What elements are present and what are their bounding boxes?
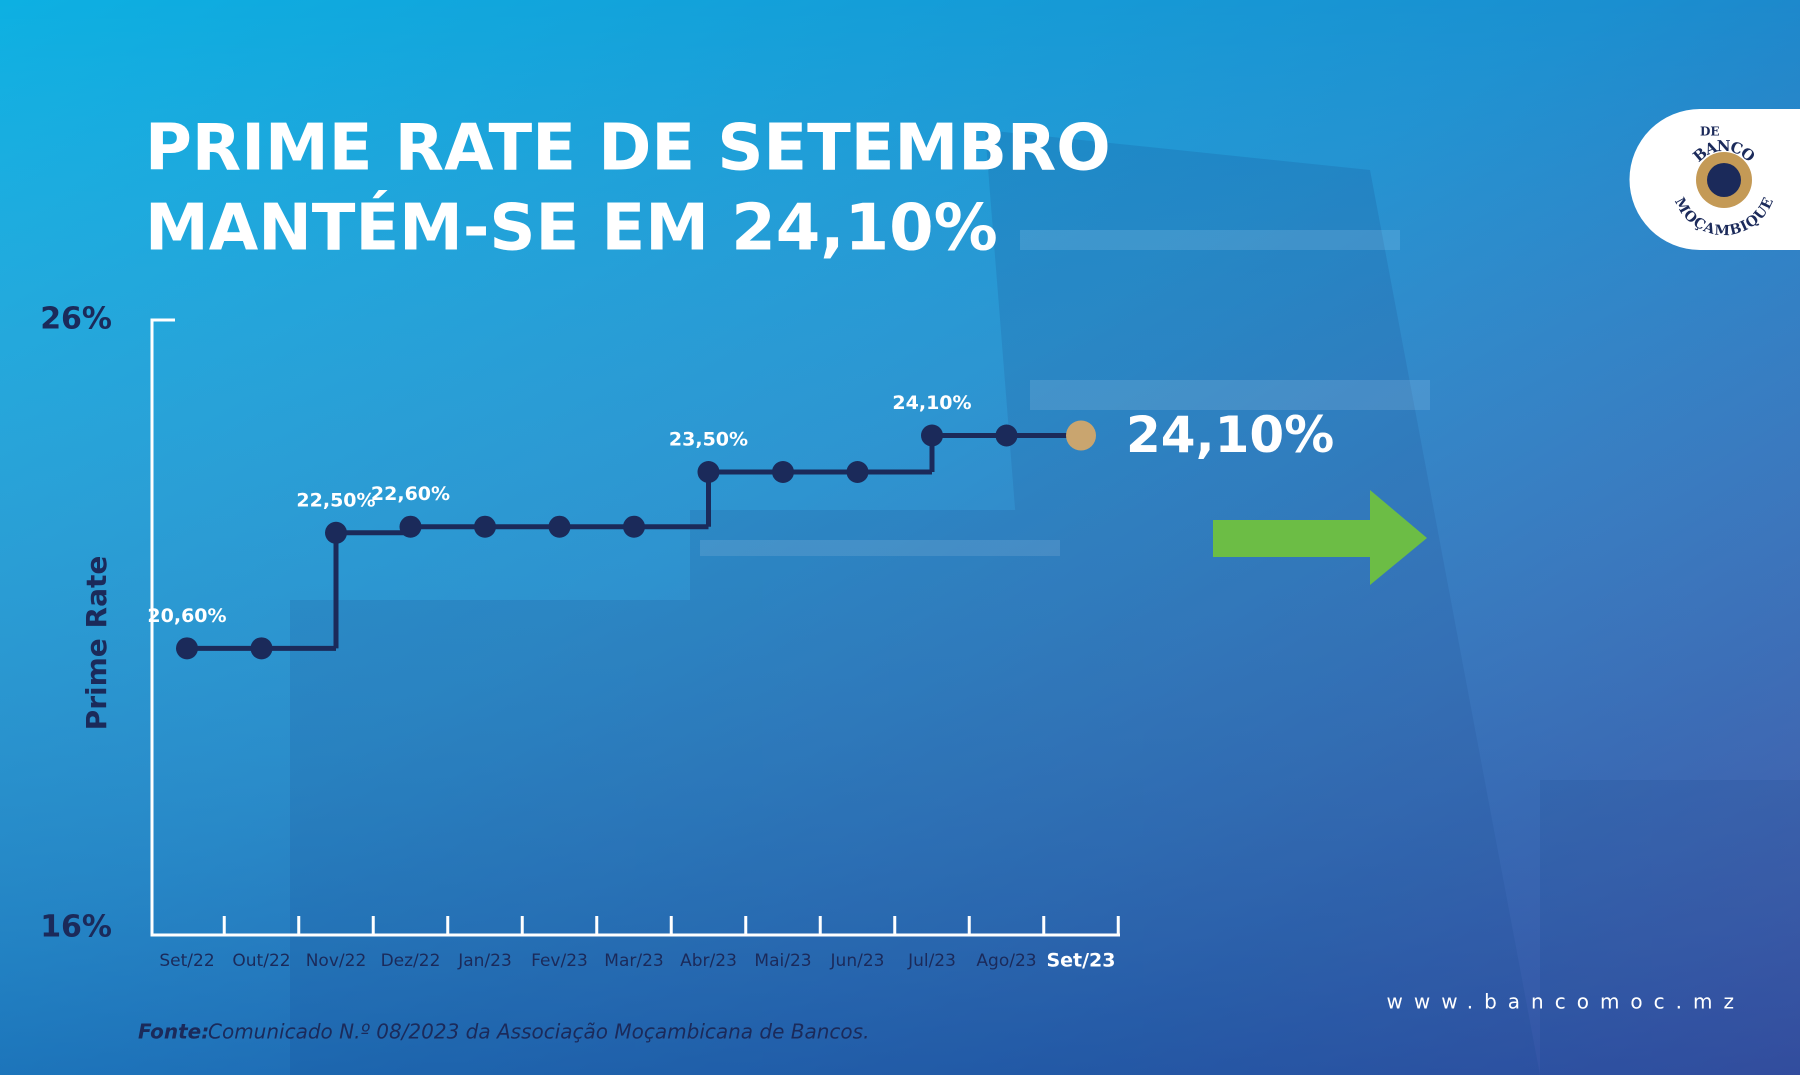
x-tick-label: Ago/23 — [976, 951, 1036, 971]
data-point — [325, 521, 347, 544]
x-tick-label: Nov/22 — [306, 951, 367, 971]
value-label: 22,60% — [371, 483, 450, 505]
y-tick-label: 16% — [40, 910, 112, 945]
x-tick-label: Abr/23 — [680, 951, 737, 971]
value-label: 24,10% — [892, 392, 971, 414]
data-point — [623, 515, 645, 538]
x-tick-label: Out/22 — [232, 951, 290, 971]
trend-arrow — [1213, 490, 1427, 585]
x-tick-label: Fev/23 — [531, 951, 588, 971]
axis-line — [150, 318, 1120, 937]
website: www.bancomoc.mz — [1386, 990, 1745, 1014]
data-point — [250, 637, 273, 660]
logo-text-middle: DE — [1700, 125, 1720, 139]
data-point — [995, 424, 1018, 447]
x-tick-label: Jul/23 — [907, 951, 956, 971]
data-point — [772, 461, 794, 483]
value-label: 23,50% — [669, 429, 748, 451]
x-tick-label: Mar/23 — [604, 951, 663, 971]
logo-emblem-center — [1707, 163, 1741, 197]
title-line: PRIME RATE DE SETEMBRO — [145, 112, 1111, 186]
data-point — [548, 515, 571, 538]
data-point — [921, 424, 943, 447]
x-tick-label: Mai/23 — [754, 951, 811, 971]
data-point — [1066, 420, 1096, 451]
data-point — [399, 515, 422, 538]
data-point — [176, 637, 198, 660]
value-label: 24,10% — [1126, 406, 1334, 464]
data-point — [697, 461, 720, 483]
x-tick-label: Set/23 — [1046, 950, 1115, 972]
x-tick-label: Set/22 — [159, 951, 214, 971]
source-label: Fonte: — [138, 1020, 209, 1044]
x-tick-label: Jun/23 — [830, 951, 885, 971]
y-tick-label: 26% — [40, 302, 112, 337]
title-line: MANTÉM-SE EM 24,10% — [145, 190, 998, 266]
source-text: Comunicado N.º 08/2023 da Associação Moç… — [208, 1020, 869, 1044]
value-label: 20,60% — [147, 605, 226, 627]
data-point — [846, 461, 869, 483]
data-point — [474, 515, 496, 538]
y-axis-title: Prime Rate — [80, 556, 113, 731]
x-tick-label: Dez/22 — [381, 951, 441, 971]
logo: BANCO DE MOÇAMBIQUE — [1629, 109, 1800, 250]
x-tick-label: Jan/23 — [457, 951, 512, 971]
value-label: 22,50% — [296, 489, 375, 511]
